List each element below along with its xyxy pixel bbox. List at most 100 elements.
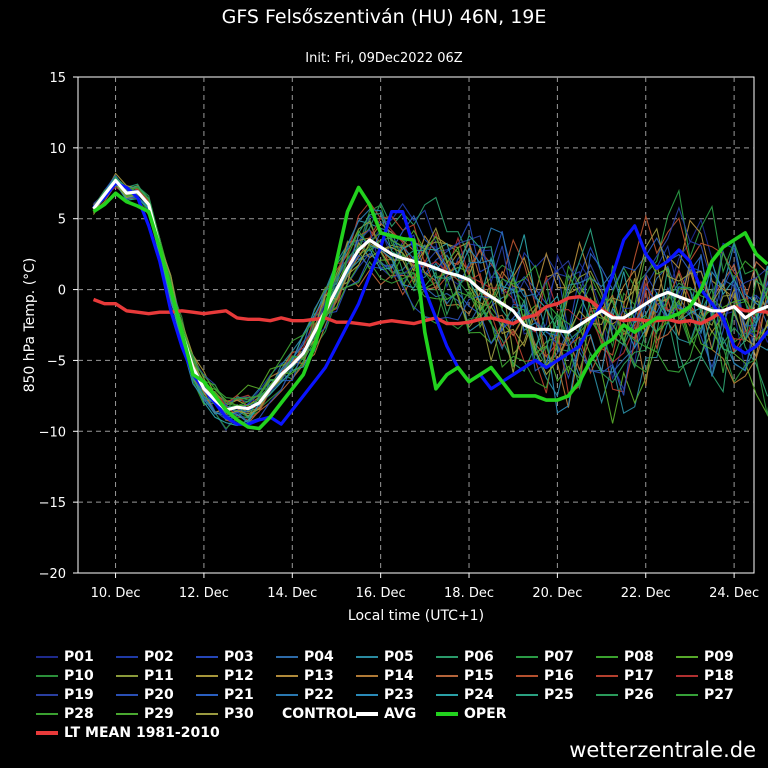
legend-item: P02 (116, 648, 196, 665)
legend-swatch (116, 674, 138, 677)
legend-label: P18 (704, 667, 734, 684)
legend-swatch (516, 674, 538, 677)
x-tick-label: 24. Dec (709, 586, 759, 601)
legend-item: P21 (196, 686, 276, 703)
legend-item: P07 (516, 648, 596, 665)
legend-item: P16 (516, 667, 596, 684)
y-axis-label: 850 hPa Temp. (°C) (22, 258, 38, 393)
legend-swatch (276, 655, 298, 658)
x-tick-label: 14. Dec (267, 586, 317, 601)
legend-label: P28 (64, 705, 94, 722)
legend-swatch (356, 711, 378, 716)
legend-label: P17 (624, 667, 654, 684)
legend-label: P10 (64, 667, 94, 684)
legend-item: P25 (516, 686, 596, 703)
legend-swatch (436, 655, 458, 658)
legend-item: P15 (436, 667, 516, 684)
legend-swatch (196, 712, 218, 715)
legend-label: P26 (624, 686, 654, 703)
legend-label: P03 (224, 648, 254, 665)
legend-swatch (196, 674, 218, 677)
series-line-oper (92, 185, 768, 431)
watermark: wetterzentrale.de (569, 738, 756, 762)
legend-swatch (276, 693, 298, 696)
legend-label: P12 (224, 667, 254, 684)
series-line-p19 (93, 181, 768, 406)
legend-item: P01 (36, 648, 116, 665)
legend-swatch (36, 655, 58, 658)
series-line-p29 (93, 181, 768, 407)
legend-swatch (356, 655, 378, 658)
legend-swatch (436, 711, 458, 716)
legend-label: P23 (384, 686, 414, 703)
legend-swatch (36, 730, 58, 735)
legend-label: P19 (64, 686, 94, 703)
legend-item: P20 (116, 686, 196, 703)
legend-item: P10 (36, 667, 116, 684)
legend-swatch (196, 655, 218, 658)
legend-label: P24 (464, 686, 494, 703)
legend-swatch (356, 674, 378, 677)
legend-swatch (116, 693, 138, 696)
legend-item: P28 (36, 705, 116, 722)
legend-swatch (596, 693, 618, 696)
legend-item: P11 (116, 667, 196, 684)
legend-label: P02 (144, 648, 174, 665)
legend-item: P18 (676, 667, 756, 684)
legend-label: P25 (544, 686, 574, 703)
legend-swatch (596, 655, 618, 658)
legend-item: OPER (436, 705, 516, 722)
legend-item: P08 (596, 648, 676, 665)
y-tick-label: −10 (39, 425, 66, 440)
x-tick-label: 22. Dec (621, 586, 671, 601)
legend-label: P22 (304, 686, 334, 703)
key-series (92, 178, 768, 431)
x-tick-label: 16. Dec (356, 586, 406, 601)
legend-label: P14 (384, 667, 414, 684)
legend-swatch (196, 693, 218, 696)
series-line-p24 (93, 182, 768, 427)
legend-label: P16 (544, 667, 574, 684)
legend-label: P08 (624, 648, 654, 665)
x-tick-label: 10. Dec (91, 586, 141, 601)
legend-swatch (516, 655, 538, 658)
series-line-avg (92, 178, 768, 412)
legend-label: P01 (64, 648, 94, 665)
legend-item: P12 (196, 667, 276, 684)
chart-title: GFS Felsőszentiván (HU) 46N, 19E (221, 6, 547, 28)
legend-label: OPER (464, 705, 507, 722)
legend-item: P06 (436, 648, 516, 665)
legend-swatch (36, 712, 58, 715)
series-line-p22 (93, 181, 768, 417)
legend-item: P23 (356, 686, 436, 703)
legend: P01 P02 P03 P04 P05 P06 P07 P08 P09 P10 P11 P12 P13 P… (36, 648, 766, 722)
legend-swatch (676, 674, 698, 677)
legend-item: P19 (36, 686, 116, 703)
legend-item: P26 (596, 686, 676, 703)
legend-label: P04 (304, 648, 334, 665)
legend-item: P03 (196, 648, 276, 665)
legend-label: P09 (704, 648, 734, 665)
legend-lt-mean: LT MEAN 1981-2010 (36, 724, 220, 741)
x-tick-label: 18. Dec (444, 586, 494, 601)
legend-label: P20 (144, 686, 174, 703)
legend-swatch (676, 693, 698, 696)
series-line-lt-mean-1981-2010 (92, 295, 768, 327)
legend-swatch (116, 712, 138, 715)
legend-item: CONTROL (276, 705, 357, 722)
legend-label: AVG (384, 705, 417, 722)
legend-label: P13 (304, 667, 334, 684)
legend-swatch (276, 674, 298, 677)
legend-item: P05 (356, 648, 436, 665)
legend-swatch (36, 674, 58, 677)
legend-label: P06 (464, 648, 494, 665)
legend-item: P17 (596, 667, 676, 684)
axes: 15 10 5 0 −5 −10 −15 −20 10. Dec 12. Dec 14. Dec 16… (39, 71, 760, 601)
legend-swatch (516, 693, 538, 696)
x-tick-label: 20. Dec (532, 586, 582, 601)
legend-swatch (596, 674, 618, 677)
y-tick-label: 0 (58, 284, 66, 299)
legend-label: P21 (224, 686, 254, 703)
legend-item: AVG (356, 705, 436, 722)
legend-item: P29 (116, 705, 196, 722)
